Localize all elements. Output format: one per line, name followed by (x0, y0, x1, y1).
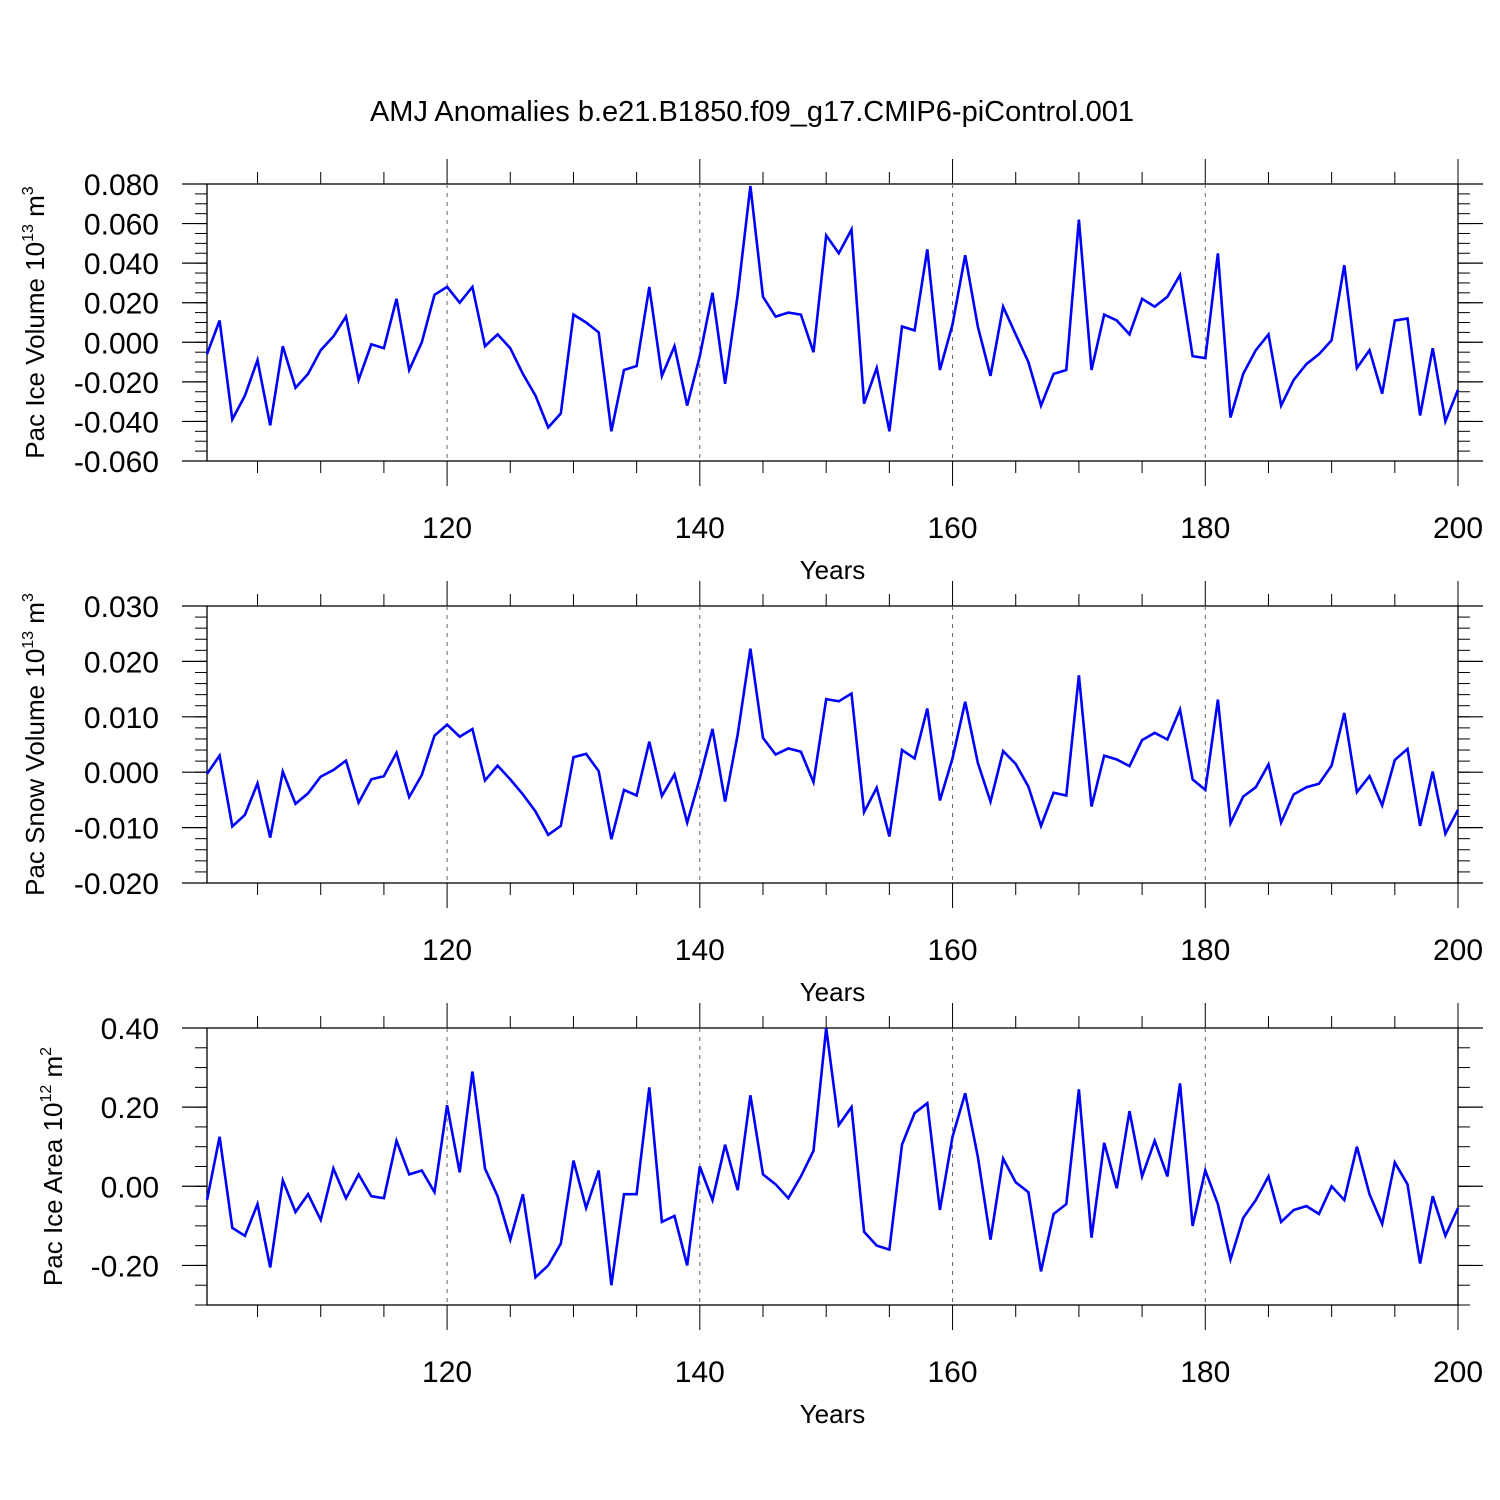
x-tick-label: 140 (675, 1356, 725, 1389)
x-tick-label: 140 (675, 512, 725, 545)
y-axis-label-exponent: 13 (20, 631, 37, 649)
y-tick-label: 0.030 (84, 591, 159, 624)
y-axis-label-exponent: 13 (20, 224, 37, 242)
x-axis-label: Years (800, 555, 866, 585)
y-tick-label: 0.020 (84, 288, 159, 321)
x-tick-label: 160 (928, 934, 978, 967)
x-tick-label: 120 (422, 934, 472, 967)
series-line (205, 185, 1460, 432)
x-tick-label: 180 (1180, 1356, 1230, 1389)
y-tick-label: 0.00 (101, 1171, 159, 1204)
y-tick-label: 0.080 (84, 169, 159, 202)
ice-area-panel: -0.20 0.00 0.20 0.40 120 140 160 180 200 Years Pac… (38, 1003, 1483, 1429)
x-tick-label: 200 (1433, 934, 1483, 967)
y-tick-label: 0.060 (84, 209, 159, 242)
y-tick-label: 0.000 (84, 757, 159, 790)
y-tick-label: 0.000 (84, 327, 159, 360)
ice-volume-panel: -0.060 -0.040 -0.020 0.000 0.020 0.040 0.060 0.… (20, 159, 1483, 585)
y-axis-label: Pac Ice Area 1012 m2 (38, 1047, 68, 1286)
y-axis-label-text: Pac Ice Area 10 (38, 1103, 68, 1287)
y-axis-label-unit-exponent: 3 (20, 186, 37, 195)
y-axis-label: Pac Snow Volume 1013 m3 (20, 593, 50, 896)
y-tick-label: 0.020 (84, 646, 159, 679)
y-tick-label: -0.020 (74, 367, 159, 400)
y-tick-label: -0.040 (74, 406, 159, 439)
snow-volume-panel: -0.020 -0.010 0.000 0.010 0.020 0.030 120 140 16… (20, 581, 1483, 1007)
x-axis-label: Years (800, 1399, 866, 1429)
y-tick-label: -0.020 (74, 868, 159, 901)
plot-frame (206, 605, 1459, 884)
y-axis-label-text: Pac Snow Volume 10 (20, 649, 50, 896)
plot-frame (206, 183, 1459, 462)
y-axis-label-unit: m (20, 195, 50, 224)
y-axis-label-unit: m (38, 1056, 68, 1085)
x-tick-label: 200 (1433, 1356, 1483, 1389)
y-axis-label: Pac Ice Volume 1013 m3 (20, 186, 50, 459)
y-tick-label: -0.20 (91, 1250, 159, 1283)
y-axis-label-exponent: 12 (38, 1085, 55, 1103)
y-axis-label-text: Pac Ice Volume 10 (20, 242, 50, 459)
y-tick-label: -0.010 (74, 813, 159, 846)
x-tick-label: 180 (1180, 934, 1230, 967)
x-axis-label: Years (800, 977, 866, 1007)
x-tick-label: 160 (928, 512, 978, 545)
y-axis-label-unit-exponent: 2 (38, 1047, 55, 1056)
x-tick-label: 120 (422, 512, 472, 545)
x-tick-label: 140 (675, 934, 725, 967)
x-tick-label: 160 (928, 1356, 978, 1389)
series-line (205, 648, 1460, 840)
y-axis-label-unit: m (20, 602, 50, 631)
y-tick-label: 0.20 (101, 1092, 159, 1125)
series-line (205, 1027, 1460, 1286)
x-tick-label: 180 (1180, 512, 1230, 545)
y-axis-label-unit-exponent: 3 (20, 593, 37, 602)
chart-title: AMJ Anomalies b.e21.B1850.f09_g17.CMIP6-… (370, 96, 1134, 128)
y-tick-label: 0.40 (101, 1013, 159, 1046)
x-tick-label: 200 (1433, 512, 1483, 545)
y-tick-label: 0.010 (84, 702, 159, 735)
y-tick-label: -0.060 (74, 446, 159, 479)
x-tick-label: 120 (422, 1356, 472, 1389)
y-tick-label: 0.040 (84, 248, 159, 281)
